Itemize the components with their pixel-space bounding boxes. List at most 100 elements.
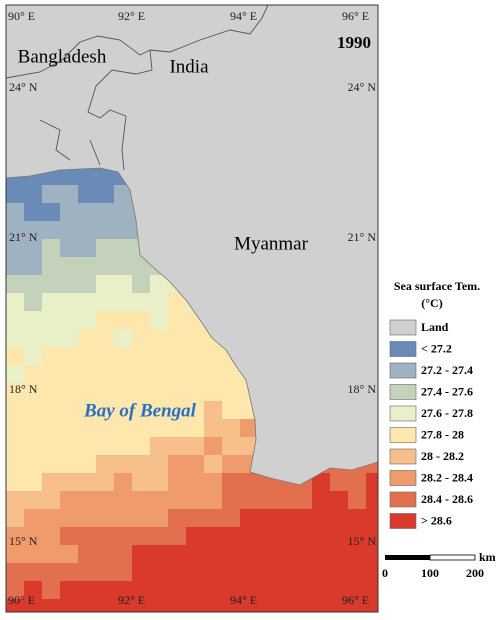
- land: [5, 4, 379, 486]
- sea-cell: [114, 383, 132, 401]
- legend-label: 28.4 - 28.6: [421, 492, 473, 506]
- sea-cell: [240, 437, 258, 455]
- legend-swatch: [389, 448, 417, 465]
- sea-cell: [168, 473, 186, 491]
- sea-cell: [24, 455, 42, 473]
- sea-cell: [240, 473, 258, 491]
- sea-cell: [78, 293, 96, 311]
- sea-cell: [78, 509, 96, 527]
- sea-cell: [168, 329, 186, 347]
- sea-cell: [60, 203, 78, 221]
- lon-label: 90° E: [8, 593, 35, 607]
- sea-cell: [114, 491, 132, 509]
- sea-cell: [78, 311, 96, 329]
- sea-cell: [60, 401, 78, 419]
- sea-cell: [294, 527, 312, 545]
- sea-cell: [60, 509, 78, 527]
- sea-cell: [132, 401, 150, 419]
- sea-cell: [312, 581, 330, 599]
- sea-cell: [186, 419, 204, 437]
- sea-cell: [60, 293, 78, 311]
- sea-cell: [6, 599, 24, 612]
- sea-cell: [186, 473, 204, 491]
- sea-cell: [222, 419, 240, 437]
- sea-cell: [330, 491, 348, 509]
- sea-cell: [42, 491, 60, 509]
- sea-cell: [366, 527, 378, 545]
- sea-cell: [276, 581, 294, 599]
- sea-cell: [204, 455, 222, 473]
- sea-cell: [150, 581, 168, 599]
- lon-label: 92° E: [118, 9, 145, 23]
- sea-cell: [24, 509, 42, 527]
- sea-cell: [114, 581, 132, 599]
- sea-cell: [366, 599, 378, 612]
- sea-cell: [168, 581, 186, 599]
- border-line: [5, 35, 151, 79]
- sea-cell: [24, 257, 42, 275]
- sea-cell: [78, 203, 96, 221]
- sea-cell: [312, 527, 330, 545]
- sea-cell: [150, 419, 168, 437]
- sea-cell: [42, 365, 60, 383]
- sea-cell: [78, 167, 96, 185]
- sea-cell: [42, 383, 60, 401]
- sea-cell: [258, 545, 276, 563]
- sea-cell: [204, 383, 222, 401]
- legend-swatch: [389, 319, 417, 336]
- sea-cell: [204, 599, 222, 612]
- lat-label: 18° N: [348, 382, 377, 396]
- sea-cell: [330, 545, 348, 563]
- sea-cell: [96, 239, 114, 257]
- sea-cell: [42, 473, 60, 491]
- sea-cell: [330, 473, 348, 491]
- sea-cell: [348, 545, 366, 563]
- sea-cell: [96, 455, 114, 473]
- sea-cell: [330, 563, 348, 581]
- sea-cell: [96, 167, 114, 185]
- sea-cell: [186, 563, 204, 581]
- sea-cell: [132, 311, 150, 329]
- sea-cell: [204, 437, 222, 455]
- sea-cell: [96, 221, 114, 239]
- sea-cell: [132, 329, 150, 347]
- sea-cell: [330, 527, 348, 545]
- sea-cell: [348, 581, 366, 599]
- sea-cell: [150, 401, 168, 419]
- sea-cell: [204, 419, 222, 437]
- lon-label: 94° E: [230, 9, 257, 23]
- sea-cell: [294, 509, 312, 527]
- sea-cell: [240, 419, 258, 437]
- sea-cell: [24, 347, 42, 365]
- sea-cell: [168, 365, 186, 383]
- sea-cell: [186, 527, 204, 545]
- sea-cell: [24, 491, 42, 509]
- legend-label: 27.6 - 27.8: [421, 406, 473, 420]
- sea-cell: [294, 491, 312, 509]
- sea-cell: [96, 383, 114, 401]
- sea-cell: [42, 221, 60, 239]
- sea-cell: [96, 419, 114, 437]
- lon-label: 90° E: [8, 9, 35, 23]
- sea-cell: [348, 563, 366, 581]
- sea-cell: [24, 365, 42, 383]
- sea-cell: [78, 599, 96, 612]
- sea-cell: [132, 347, 150, 365]
- sea-cell: [294, 581, 312, 599]
- sea-cell: [78, 581, 96, 599]
- sea-cell: [240, 599, 258, 612]
- sea-cell: [132, 581, 150, 599]
- sea-cell: [348, 491, 366, 509]
- sea-cell: [60, 365, 78, 383]
- sea-cell: [78, 563, 96, 581]
- sea-cell: [366, 545, 378, 563]
- sea-cell: [96, 203, 114, 221]
- sea-cell: [204, 527, 222, 545]
- lat-label: 24° N: [9, 80, 38, 94]
- sea-cell: [222, 437, 240, 455]
- sea-cell: [132, 383, 150, 401]
- lon-label: 96° E: [342, 9, 369, 23]
- sea-cell: [186, 401, 204, 419]
- sea-cell: [168, 527, 186, 545]
- sea-cell: [222, 581, 240, 599]
